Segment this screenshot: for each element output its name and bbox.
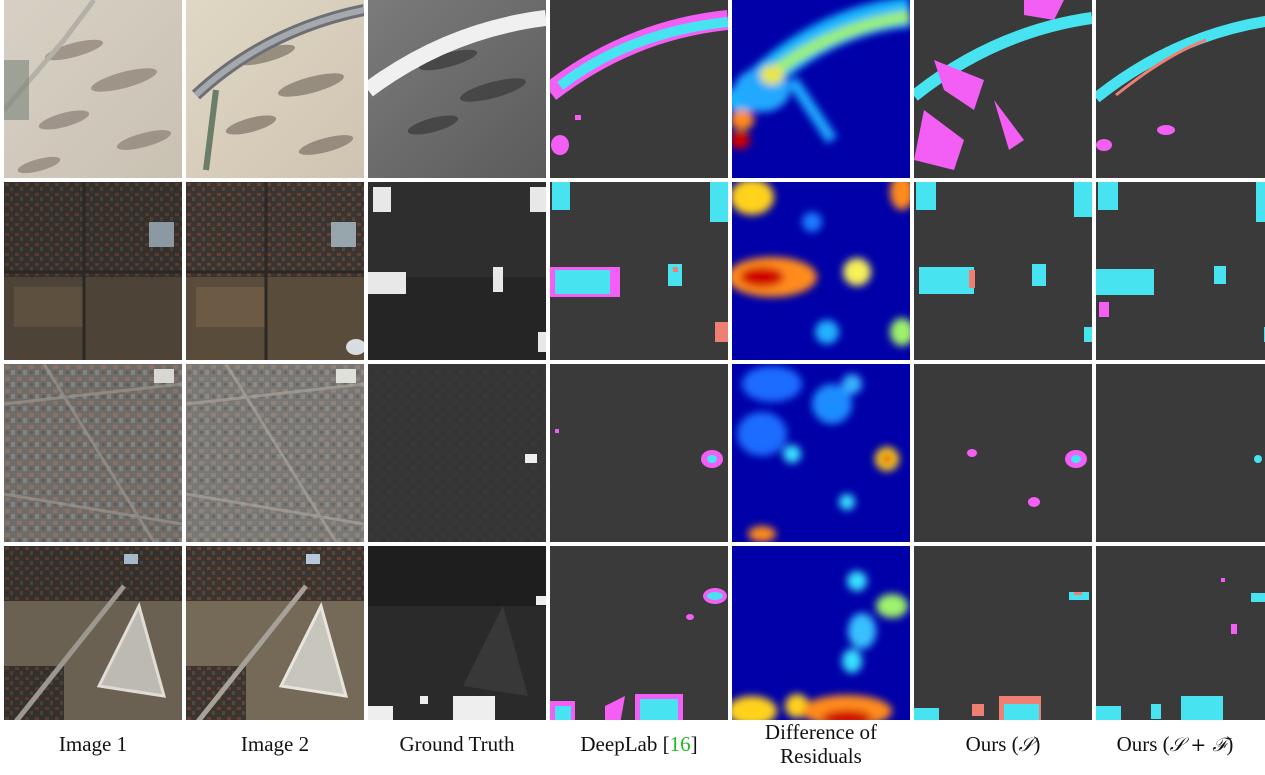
row3-residual-difference xyxy=(732,364,910,542)
row1-ours-s xyxy=(914,0,1092,178)
row2-ours-s-f xyxy=(1096,182,1265,360)
row2-residual-difference xyxy=(732,182,910,360)
row3-ours-s xyxy=(914,364,1092,542)
row1-ground-truth xyxy=(368,0,546,178)
row4-residual-difference xyxy=(732,546,910,720)
row4-ours-s-f xyxy=(1096,546,1265,720)
caption-deeplab: DeepLab [16] xyxy=(580,732,698,756)
row4-image1 xyxy=(4,546,182,720)
row3-image1 xyxy=(4,364,182,542)
caption-ours-s-f: Ours (𝒮 + ℱ) xyxy=(1116,732,1234,756)
row1-image2 xyxy=(186,0,364,178)
row3-image2 xyxy=(186,364,364,542)
row2-deeplab xyxy=(550,182,728,360)
row-1 xyxy=(4,0,1265,178)
row3-ground-truth xyxy=(368,364,546,542)
row-3 xyxy=(4,364,1265,542)
citation-link[interactable]: 16 xyxy=(669,732,691,756)
row-2 xyxy=(4,182,1265,360)
caption-difference-of-residuals: Difference of Residuals xyxy=(764,720,878,768)
row4-ground-truth xyxy=(368,546,546,720)
caption-image-1: Image 1 xyxy=(58,732,128,756)
row1-ours-s-f xyxy=(1096,0,1265,178)
caption-image-2: Image 2 xyxy=(240,732,310,756)
row4-deeplab xyxy=(550,546,728,720)
caption-ground-truth: Ground Truth xyxy=(399,732,515,756)
row4-image2 xyxy=(186,546,364,720)
row3-deeplab xyxy=(550,364,728,542)
row2-ours-s xyxy=(914,182,1092,360)
row1-residual-difference xyxy=(732,0,910,178)
row3-ours-s-f xyxy=(1096,364,1265,542)
caption-ours-s: Ours (𝒮) xyxy=(965,732,1041,756)
row-4 xyxy=(4,546,1265,720)
row1-image1 xyxy=(4,0,182,178)
row1-deeplab xyxy=(550,0,728,178)
row2-image1 xyxy=(4,182,182,360)
row2-image2 xyxy=(186,182,364,360)
row4-ours-s xyxy=(914,546,1092,720)
results-figure xyxy=(4,0,1265,720)
row2-ground-truth xyxy=(368,182,546,360)
